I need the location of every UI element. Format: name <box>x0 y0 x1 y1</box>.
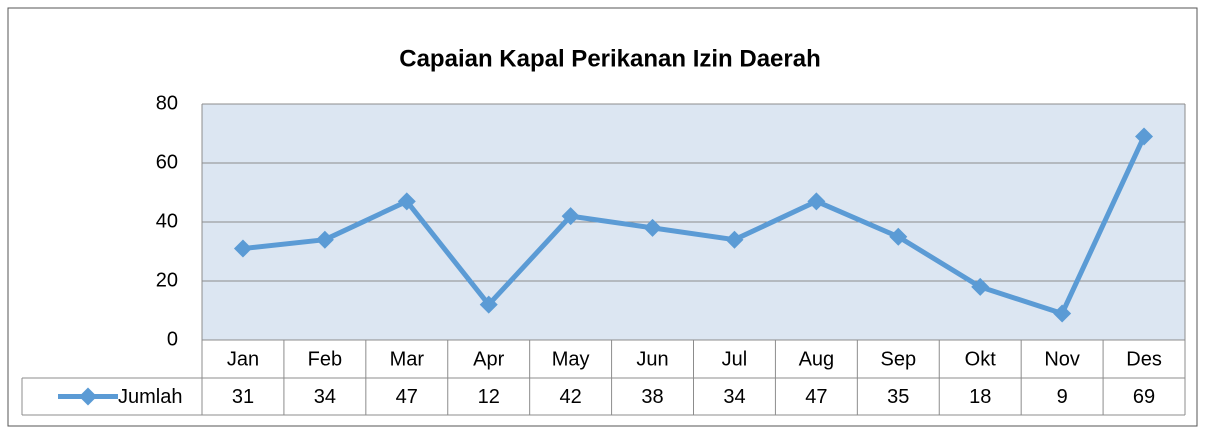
data-line <box>242 135 1147 316</box>
legend-label: Jumlah <box>118 386 182 408</box>
data-marker <box>479 295 498 314</box>
x-tick-label: Aug <box>799 348 835 370</box>
x-tick-label: Jul <box>722 348 748 370</box>
data-marker <box>725 230 744 249</box>
x-tick-label: Okt <box>965 348 997 370</box>
data-marker <box>315 230 334 249</box>
x-tick-label: Apr <box>473 348 504 370</box>
x-tick-label: May <box>552 348 590 370</box>
x-tick-label: Mar <box>390 348 425 370</box>
data-marker <box>889 227 908 246</box>
chart-title: Capaian Kapal Perikanan Izin Daerah <box>399 45 821 72</box>
data-marker <box>1135 127 1154 146</box>
x-tick-label: Sep <box>880 348 916 370</box>
data-marker <box>1053 304 1072 323</box>
y-tick-label: 20 <box>156 269 178 291</box>
data-marker <box>397 192 416 211</box>
table-value: 47 <box>396 386 418 408</box>
y-tick-label: 40 <box>156 210 178 232</box>
table-value: 42 <box>560 386 582 408</box>
table-value: 47 <box>805 386 827 408</box>
data-marker <box>807 192 826 211</box>
y-tick-label: 0 <box>167 328 178 350</box>
y-tick-label: 60 <box>156 151 178 173</box>
x-tick-label: Des <box>1126 348 1162 370</box>
data-marker <box>561 207 580 226</box>
x-tick-label: Nov <box>1044 348 1080 370</box>
x-tick-label: Feb <box>308 348 342 370</box>
table-value: 38 <box>641 386 663 408</box>
table-value: 12 <box>478 386 500 408</box>
data-marker <box>233 239 252 258</box>
x-tick-label: Jun <box>636 348 668 370</box>
table-value: 35 <box>887 386 909 408</box>
data-marker <box>971 277 990 296</box>
data-marker <box>643 218 662 237</box>
table-value: 9 <box>1057 386 1068 408</box>
table-value: 69 <box>1133 386 1155 408</box>
y-tick-label: 80 <box>156 92 178 114</box>
table-value: 34 <box>723 386 745 408</box>
table-value: 31 <box>232 386 254 408</box>
legend-marker <box>79 387 97 406</box>
table-value: 34 <box>314 386 336 408</box>
table-value: 18 <box>969 386 991 408</box>
x-tick-label: Jan <box>227 348 259 370</box>
